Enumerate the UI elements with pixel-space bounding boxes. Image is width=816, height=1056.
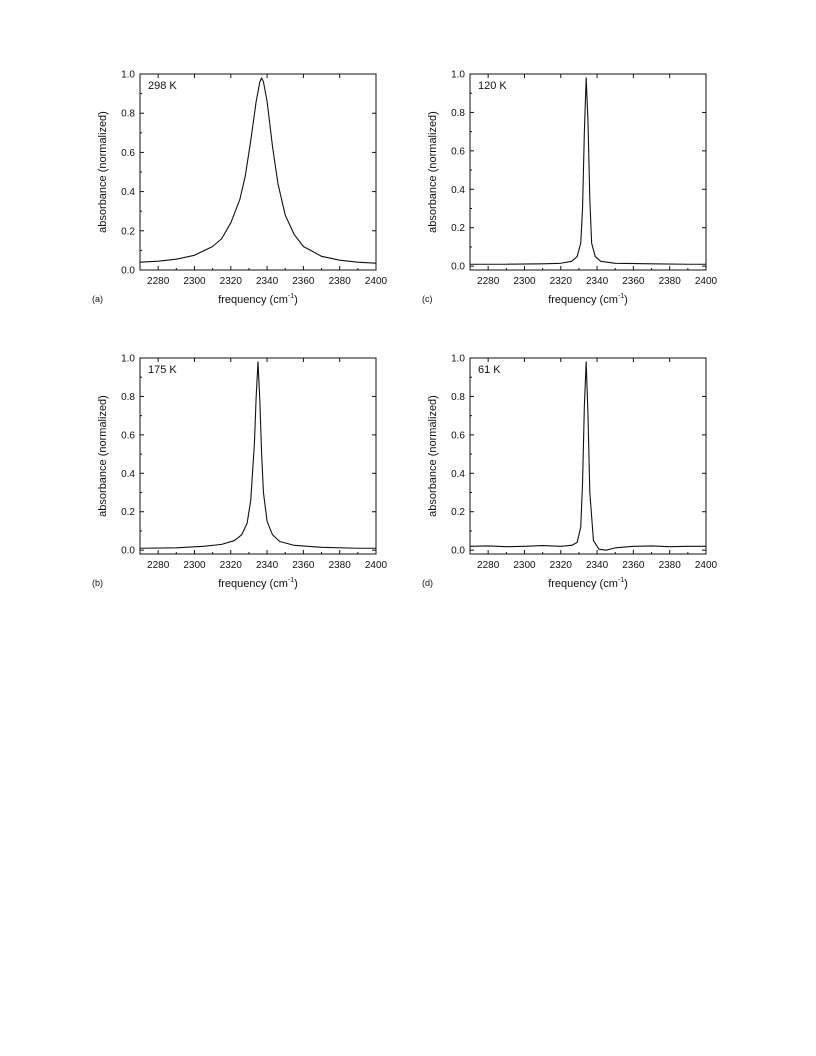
- y-axis-title: absorbance (normalized): [97, 395, 109, 517]
- y-tick-label: 1.0: [121, 354, 135, 365]
- y-tick-label: 0.6: [451, 146, 465, 157]
- spectrum-line: [470, 77, 706, 265]
- y-tick-label: 0.4: [121, 469, 135, 480]
- x-axis-title: frequency (cm-1): [218, 293, 298, 306]
- x-tick-label: 2400: [695, 276, 718, 287]
- x-tick-label: 2340: [586, 276, 609, 287]
- y-tick-label: 0.0: [451, 262, 465, 273]
- x-tick-label: 2360: [292, 560, 315, 571]
- y-tick-label: 1.0: [121, 70, 135, 81]
- plot-frame: [469, 73, 707, 271]
- chart-svg-d: 2280 2300 2320 2340 2360 2380 2400 0.0 0.2 0.4 0.6…: [422, 354, 718, 591]
- x-tick-label: 2280: [147, 560, 170, 571]
- x-tick-label: 2320: [220, 276, 243, 287]
- x-tick-label: 2320: [550, 276, 573, 287]
- chart-svg-c: 2280 2300 2320 2340 2360 2380 2400 0.0 0.2 0.4 0.6…: [422, 70, 718, 307]
- x-tick-label: 2400: [695, 560, 718, 571]
- temperature-label: 298 K: [148, 80, 177, 92]
- chart-panel-b: 2280 2300 2320 2340 2360 2380 2400 0.0 0.2 0.4 0.6…: [90, 344, 390, 609]
- x-tick-label: 2380: [329, 276, 352, 287]
- x-tick-label: 2320: [220, 560, 243, 571]
- panel-letter: (c): [422, 294, 433, 304]
- y-tick-label: 1.0: [451, 354, 465, 365]
- y-tick-label: 0.8: [121, 392, 135, 403]
- x-tick-label: 2400: [365, 560, 388, 571]
- x-tick-label: 2300: [183, 560, 206, 571]
- chart-panel-d: 2280 2300 2320 2340 2360 2380 2400 0.0 0.2 0.4 0.6…: [420, 344, 720, 609]
- y-tick-label: 0.2: [451, 507, 465, 518]
- y-axis-title: absorbance (normalized): [97, 111, 109, 233]
- y-tick-label: 0.2: [451, 223, 465, 234]
- x-tick-label: 2380: [329, 560, 352, 571]
- x-tick-label: 2300: [513, 276, 536, 287]
- y-tick-label: 0.2: [121, 226, 135, 237]
- temperature-label: 175 K: [148, 364, 177, 376]
- y-tick-label: 0.4: [121, 187, 135, 198]
- panel-letter: (b): [92, 578, 103, 588]
- y-tick-label: 0.4: [451, 469, 465, 480]
- chart-panel-a: 2280 2300 2320 2340 2360 2380 2400 0.0 0.2 0.4 0.6…: [90, 60, 390, 325]
- chart-panel-c: 2280 2300 2320 2340 2360 2380 2400 0.0 0.2 0.4 0.6…: [420, 60, 720, 325]
- y-tick-label: 0.6: [451, 430, 465, 441]
- plot-frame: [139, 73, 377, 271]
- x-tick-label: 2280: [147, 276, 170, 287]
- y-tick-label: 0.2: [121, 507, 135, 518]
- x-tick-label: 2340: [586, 560, 609, 571]
- spectrum-line: [139, 361, 376, 549]
- x-axis-title: frequency (cm-1): [548, 577, 628, 590]
- x-tick-label: 2280: [477, 560, 500, 571]
- y-tick-label: 0.8: [451, 108, 465, 119]
- y-tick-label: 0.0: [121, 546, 135, 557]
- x-tick-label: 2320: [550, 560, 573, 571]
- y-tick-label: 0.6: [121, 148, 135, 159]
- plot-frame: [469, 357, 707, 555]
- y-tick-label: 0.0: [451, 546, 465, 557]
- x-tick-label: 2400: [365, 276, 388, 287]
- x-tick-label: 2340: [256, 276, 279, 287]
- temperature-label: 61 K: [478, 364, 501, 376]
- x-axis-title: frequency (cm-1): [548, 293, 628, 306]
- x-axis-title: frequency (cm-1): [218, 577, 298, 590]
- x-tick-label: 2280: [477, 276, 500, 287]
- plot-frame: [139, 357, 377, 555]
- x-tick-label: 2380: [659, 560, 682, 571]
- panel-letter: (a): [92, 294, 103, 304]
- x-tick-label: 2380: [659, 276, 682, 287]
- x-tick-label: 2360: [622, 560, 645, 571]
- y-tick-label: 1.0: [451, 70, 465, 81]
- y-tick-label: 0.4: [451, 185, 465, 196]
- spectrum-line: [469, 361, 706, 551]
- y-tick-label: 0.6: [121, 430, 135, 441]
- y-tick-label: 0.0: [121, 266, 135, 277]
- y-axis-title: absorbance (normalized): [427, 395, 439, 517]
- x-tick-label: 2300: [183, 276, 206, 287]
- y-tick-label: 0.8: [451, 392, 465, 403]
- x-tick-label: 2360: [622, 276, 645, 287]
- x-tick-label: 2300: [513, 560, 536, 571]
- temperature-label: 120 K: [478, 80, 507, 92]
- panel-letter: (d): [422, 578, 433, 588]
- y-tick-label: 0.8: [121, 109, 135, 120]
- y-axis-title: absorbance (normalized): [427, 111, 439, 233]
- x-tick-label: 2360: [292, 276, 315, 287]
- spectrum-line: [139, 77, 377, 264]
- x-tick-label: 2340: [256, 560, 279, 571]
- chart-svg-a: 2280 2300 2320 2340 2360 2380 2400 0.0 0.2 0.4 0.6…: [92, 70, 388, 307]
- chart-svg-b: 2280 2300 2320 2340 2360 2380 2400 0.0 0.2 0.4 0.6…: [92, 354, 388, 591]
